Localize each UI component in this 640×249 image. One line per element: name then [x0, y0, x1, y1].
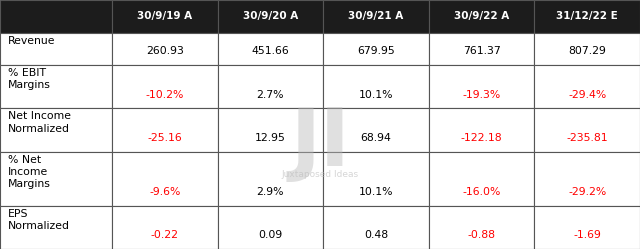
Text: -1.69: -1.69	[573, 230, 601, 240]
Text: 10.1%: 10.1%	[359, 90, 393, 100]
Bar	[218, 152, 323, 206]
Text: 0.09: 0.09	[259, 230, 282, 240]
Text: 30/9/21 A: 30/9/21 A	[348, 11, 404, 21]
Bar	[0, 152, 112, 206]
Bar	[534, 65, 640, 108]
Text: 2.7%: 2.7%	[257, 90, 284, 100]
Text: 761.37: 761.37	[463, 46, 500, 56]
Text: -235.81: -235.81	[566, 133, 608, 143]
Bar	[112, 206, 218, 249]
Bar	[112, 65, 218, 108]
Text: % EBIT
Margins: % EBIT Margins	[8, 68, 51, 90]
Bar	[0, 108, 112, 152]
Text: 30/9/20 A: 30/9/20 A	[243, 11, 298, 21]
Text: -122.18: -122.18	[461, 133, 502, 143]
Bar	[323, 33, 429, 65]
Bar	[429, 206, 534, 249]
Text: 31/12/22 E: 31/12/22 E	[556, 11, 618, 21]
Bar	[534, 33, 640, 65]
Text: EPS
Normalized: EPS Normalized	[8, 209, 70, 231]
Text: -16.0%: -16.0%	[463, 187, 500, 197]
Text: 260.93: 260.93	[146, 46, 184, 56]
Text: -19.3%: -19.3%	[463, 90, 500, 100]
Text: -10.2%: -10.2%	[146, 90, 184, 100]
Bar	[534, 0, 640, 33]
Bar	[323, 0, 429, 33]
Text: 807.29: 807.29	[568, 46, 606, 56]
Text: -25.16: -25.16	[147, 133, 182, 143]
Bar	[429, 0, 534, 33]
Bar	[218, 0, 323, 33]
Text: 68.94: 68.94	[360, 133, 392, 143]
Text: 2.9%: 2.9%	[257, 187, 284, 197]
Text: % Net
Income
Margins: % Net Income Margins	[8, 155, 51, 189]
Text: Revenue: Revenue	[8, 36, 55, 46]
Bar	[218, 108, 323, 152]
Text: -29.4%: -29.4%	[568, 90, 606, 100]
Bar	[0, 33, 112, 65]
Bar	[429, 108, 534, 152]
Bar	[0, 206, 112, 249]
Bar	[429, 65, 534, 108]
Bar	[323, 152, 429, 206]
Text: 30/9/22 A: 30/9/22 A	[454, 11, 509, 21]
Bar	[429, 33, 534, 65]
Text: 12.95: 12.95	[255, 133, 286, 143]
Bar	[218, 206, 323, 249]
Text: 451.66: 451.66	[252, 46, 289, 56]
Bar	[323, 108, 429, 152]
Text: Juxtaposed Ideas: Juxtaposed Ideas	[282, 170, 358, 179]
Bar	[323, 65, 429, 108]
Bar	[0, 65, 112, 108]
Text: JI: JI	[290, 105, 350, 184]
Text: Net Income
Normalized: Net Income Normalized	[8, 111, 70, 134]
Bar	[218, 65, 323, 108]
Text: 679.95: 679.95	[357, 46, 395, 56]
Text: -9.6%: -9.6%	[149, 187, 180, 197]
Text: -29.2%: -29.2%	[568, 187, 606, 197]
Text: 0.48: 0.48	[364, 230, 388, 240]
Bar	[534, 152, 640, 206]
Bar	[112, 108, 218, 152]
Bar	[112, 152, 218, 206]
Text: -0.22: -0.22	[151, 230, 179, 240]
Bar	[112, 0, 218, 33]
Bar	[534, 108, 640, 152]
Bar	[429, 152, 534, 206]
Bar	[112, 33, 218, 65]
Text: -0.88: -0.88	[468, 230, 495, 240]
Bar	[323, 206, 429, 249]
Text: 10.1%: 10.1%	[359, 187, 393, 197]
Bar	[0, 0, 112, 33]
Bar	[218, 33, 323, 65]
Text: 30/9/19 A: 30/9/19 A	[137, 11, 193, 21]
Bar	[534, 206, 640, 249]
